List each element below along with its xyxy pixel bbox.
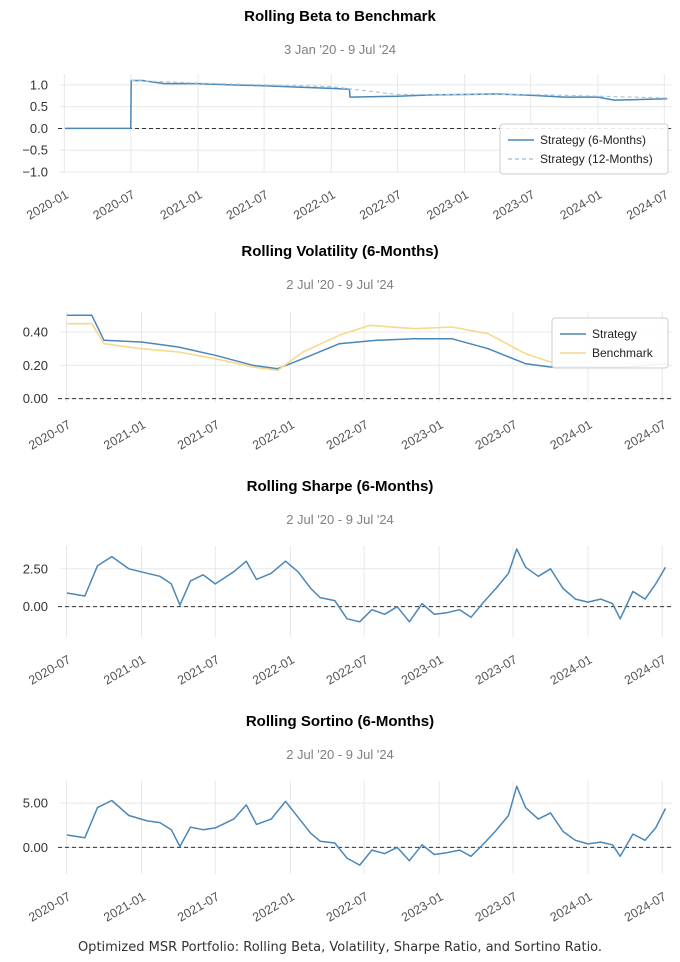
legend-box — [499, 123, 669, 175]
series-line-1 — [66, 548, 667, 623]
x-tick-label: 2024-01 — [548, 652, 595, 687]
x-tick-label: 2023-01 — [399, 417, 446, 452]
x-tick-label: 2021-01 — [101, 417, 148, 452]
y-tick-label: 0.5 — [30, 99, 48, 114]
x-tick-label: 2021-07 — [175, 417, 222, 452]
x-tick-label: 2023-07 — [473, 889, 520, 924]
figure-caption: Optimized MSR Portfolio: Rolling Beta, V… — [77, 940, 603, 955]
series-line-2 — [66, 322, 666, 372]
x-tick-label: 2021-01 — [158, 187, 205, 222]
y-tick-label: 1.0 — [30, 77, 48, 92]
x-tick-label: 2022-01 — [250, 417, 297, 452]
legend: Strategy (6-Months) Strategy (12-Months) — [499, 123, 669, 175]
chart-subtitle: 2 Jul '20 - 9 Jul '24 — [286, 512, 394, 527]
series-line-2 — [131, 79, 668, 99]
x-tick-label: 2023-01 — [399, 652, 446, 687]
chart-title: Rolling Sharpe (6-Months) — [247, 478, 434, 495]
x-tick-label: 2022-01 — [291, 187, 338, 222]
x-tick-label: 2021-07 — [175, 652, 222, 687]
x-tick-label: 2023-07 — [473, 417, 520, 452]
x-tick-label: 2023-07 — [473, 652, 520, 687]
x-tick-label: 2024-01 — [558, 187, 605, 222]
legend-label: Strategy (12-Months) — [540, 152, 653, 166]
x-tick-label: 2023-01 — [399, 889, 446, 924]
chart-subtitle: 2 Jul '20 - 9 Jul '24 — [286, 277, 394, 292]
x-tick-label: 2020-07 — [26, 417, 73, 452]
charts-canvas: Rolling Beta to Benchmark 3 Jan '20 - 9 J… — [22, 8, 672, 925]
y-tick-label: 2.50 — [23, 561, 48, 576]
x-tick-label: 2021-07 — [224, 187, 271, 222]
x-tick-label: 2022-01 — [250, 889, 297, 924]
x-tick-label: 2022-07 — [324, 652, 371, 687]
x-tick-label: 2022-01 — [250, 652, 297, 687]
y-tick-label: 0.00 — [23, 599, 48, 614]
x-tick-label: 2024-07 — [622, 652, 669, 687]
chart-panel-1: Rolling Beta to Benchmark 3 Jan '20 - 9 J… — [22, 8, 672, 223]
y-tick-label: 5.00 — [23, 796, 48, 811]
chart-panel-4: Rolling Sortino (6-Months) 2 Jul '20 - 9 … — [23, 713, 672, 925]
legend-label: Strategy (6-Months) — [540, 133, 646, 147]
x-tick-label: 2024-07 — [622, 889, 669, 924]
series-line-1 — [65, 79, 668, 130]
chart-panel-3: Rolling Sharpe (6-Months) 2 Jul '20 - 9 J… — [23, 478, 672, 688]
x-tick-label: 2020-07 — [26, 889, 73, 924]
x-tick-label: 2021-07 — [175, 889, 222, 924]
chart-subtitle: 2 Jul '20 - 9 Jul '24 — [286, 747, 394, 762]
x-tick-label: 2024-07 — [624, 187, 671, 222]
chart-title: Rolling Beta to Benchmark — [244, 8, 436, 25]
legend-label: Benchmark — [592, 346, 654, 360]
y-tick-label: 0.00 — [23, 840, 48, 855]
x-tick-label: 2020-07 — [26, 652, 73, 687]
y-tick-label: −0.5 — [22, 143, 48, 158]
legend-box — [551, 317, 669, 369]
y-tick-label: 0.00 — [23, 391, 48, 406]
x-tick-label: 2022-07 — [357, 187, 404, 222]
y-tick-label: −1.0 — [22, 165, 48, 180]
x-tick-label: 2023-07 — [490, 187, 537, 222]
x-tick-label: 2021-01 — [101, 652, 148, 687]
y-tick-label: 0.40 — [23, 325, 48, 340]
chart-title: Rolling Sortino (6-Months) — [246, 713, 434, 730]
legend-label: Strategy — [592, 327, 637, 341]
x-tick-label: 2020-01 — [24, 187, 71, 222]
y-tick-label: 0.0 — [30, 121, 48, 136]
x-tick-label: 2022-07 — [324, 417, 371, 452]
y-tick-label: 0.20 — [23, 358, 48, 373]
x-tick-label: 2020-07 — [91, 187, 138, 222]
x-tick-label: 2024-01 — [548, 417, 595, 452]
x-tick-label: 2022-07 — [324, 889, 371, 924]
legend: Strategy Benchmark — [551, 317, 669, 369]
series-line-1 — [66, 314, 666, 370]
chart-subtitle: 3 Jan '20 - 9 Jul '24 — [284, 42, 396, 57]
x-tick-label: 2024-07 — [622, 417, 669, 452]
chart-panel-2: Rolling Volatility (6-Months) 2 Jul '20 -… — [23, 243, 672, 453]
x-tick-label: 2024-01 — [548, 889, 595, 924]
x-tick-label: 2023-01 — [424, 187, 471, 222]
series-line-1 — [66, 785, 667, 866]
x-tick-label: 2021-01 — [101, 889, 148, 924]
chart-title: Rolling Volatility (6-Months) — [241, 243, 438, 260]
